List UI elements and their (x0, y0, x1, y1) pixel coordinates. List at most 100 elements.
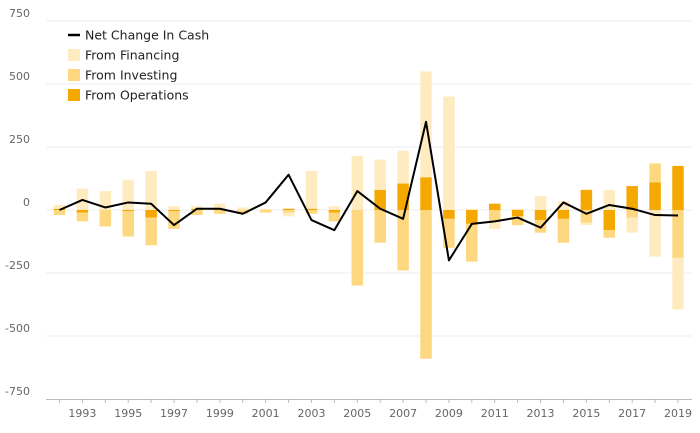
bar-from-operations-1993 (76, 210, 89, 213)
bar-from-investing-2002 (282, 210, 295, 213)
x-tick-label: 2019 (664, 407, 692, 420)
bar-from-operations-2006 (374, 189, 386, 210)
bar-from-investing-2015 (580, 210, 593, 223)
bar-from-financing-2001 (259, 208, 272, 210)
bar-from-investing-2017 (626, 210, 638, 218)
bar-from-operations-1995 (122, 210, 134, 212)
legend-label-from-operations: From Operations (85, 88, 189, 103)
bar-from-investing-1995 (122, 211, 134, 237)
bars (53, 71, 684, 359)
bar-from-financing-2007 (397, 150, 409, 184)
legend-swatch-from-financing (68, 49, 80, 61)
bar-from-operations-2009 (443, 210, 455, 219)
x-tick-label: 1993 (68, 407, 96, 420)
bar-from-operations-2011 (488, 203, 501, 210)
bar-from-investing-1998 (191, 210, 203, 216)
x-tick-label: 2001 (252, 407, 280, 420)
bar-from-investing-2016 (603, 230, 616, 238)
legend-label-net-change-in-cash: Net Change In Cash (85, 28, 209, 43)
bar-from-financing-2017 (626, 217, 638, 233)
y-tick-label: 750 (9, 7, 30, 20)
bar-from-financing-1995 (122, 179, 134, 210)
bar-from-investing-2004 (328, 212, 341, 222)
net-change-line-layer (59, 120, 679, 262)
bar-from-investing-1994 (99, 210, 112, 227)
legend-label-from-investing: From Investing (85, 68, 177, 83)
y-tick-label: -250 (5, 259, 30, 272)
bar-from-financing-1992 (53, 204, 66, 209)
bar-from-operations-2003 (305, 208, 318, 210)
bar-from-financing-2006 (374, 159, 386, 190)
x-tick-label: 1995 (114, 407, 142, 420)
legend-swatch-from-operations (68, 89, 80, 101)
bar-from-operations-2014 (557, 210, 570, 219)
bar-from-operations-1997 (168, 210, 180, 212)
bar-from-investing-2007 (397, 210, 409, 271)
x-tick-label: 2011 (481, 407, 509, 420)
bar-from-operations-2013 (534, 210, 547, 221)
bar-from-operations-2004 (328, 210, 341, 213)
bar-from-financing-2015 (580, 222, 593, 226)
bar-from-financing-1998 (191, 206, 203, 209)
bar-from-investing-2003 (305, 210, 318, 214)
bar-from-financing-2016 (603, 189, 616, 210)
bar-from-investing-2008 (420, 210, 432, 359)
y-tick-label: 250 (9, 133, 30, 146)
bar-from-operations-2015 (580, 189, 593, 210)
bar-from-financing-2005 (351, 155, 364, 210)
bar-from-financing-2009 (443, 96, 455, 210)
bar-from-financing-1997 (168, 206, 180, 210)
bar-from-financing-2012 (511, 208, 524, 210)
legend-label-from-financing: From Financing (85, 48, 179, 63)
y-tick-label: 500 (9, 70, 30, 83)
bar-from-financing-2003 (305, 170, 318, 209)
bar-from-financing-1996 (145, 170, 157, 210)
bar-from-investing-2006 (374, 210, 386, 243)
bar-from-financing-2010 (466, 208, 478, 210)
x-tick-label: 1997 (160, 407, 188, 420)
bar-from-operations-2002 (282, 208, 295, 210)
bar-from-financing-2004 (328, 206, 341, 210)
legend-swatch-from-investing (68, 69, 80, 81)
bar-from-operations-2016 (603, 210, 616, 231)
x-tick-label: 1999 (206, 407, 234, 420)
bar-from-investing-2011 (488, 210, 501, 222)
net-change-line (59, 120, 679, 262)
bar-from-operations-2019 (672, 165, 684, 210)
y-tick-label: -500 (5, 322, 30, 335)
y-tick-label: -750 (5, 385, 30, 398)
axes: 750 500 250 0 -250 -500 -750 1993 1995 1997 1999 20… (5, 7, 692, 420)
bar-from-operations-1996 (145, 210, 157, 218)
bar-from-investing-1996 (145, 217, 157, 246)
bar-from-investing-2009 (443, 218, 455, 248)
bar-from-investing-1993 (76, 212, 89, 222)
bar-from-financing-2002 (282, 212, 295, 217)
x-tick-label: 2013 (527, 407, 555, 420)
x-tick-label: 2015 (572, 407, 600, 420)
bar-from-investing-2012 (511, 216, 524, 226)
bar-from-financing-2019 (672, 257, 684, 310)
bar-from-operations-2018 (649, 182, 661, 210)
bar-from-investing-2010 (466, 223, 478, 262)
bar-from-investing-1997 (168, 211, 180, 229)
bar-from-investing-2018 (649, 163, 661, 183)
bar-from-operations-2008 (420, 177, 432, 210)
x-tick-label: 2007 (389, 407, 417, 420)
bar-from-investing-2019 (672, 210, 684, 258)
bar-from-investing-2000 (237, 210, 249, 214)
bar-from-investing-1992 (53, 210, 66, 216)
bar-from-operations-2017 (626, 186, 638, 210)
bar-from-financing-2018 (649, 210, 661, 257)
bar-from-investing-2005 (351, 210, 364, 286)
legend: Net Change In Cash From Financing From Inv… (68, 28, 209, 103)
bar-from-financing-1999 (214, 203, 226, 209)
bar-from-operations-2007 (397, 183, 409, 210)
bar-from-investing-1999 (214, 210, 226, 214)
bar-from-operations-2012 (511, 210, 524, 217)
x-tick-label: 2009 (435, 407, 463, 420)
bar-from-financing-2000 (237, 207, 249, 210)
bar-from-financing-2014 (557, 201, 570, 210)
x-tick-label: 2005 (343, 407, 371, 420)
bar-from-investing-2014 (557, 218, 570, 243)
